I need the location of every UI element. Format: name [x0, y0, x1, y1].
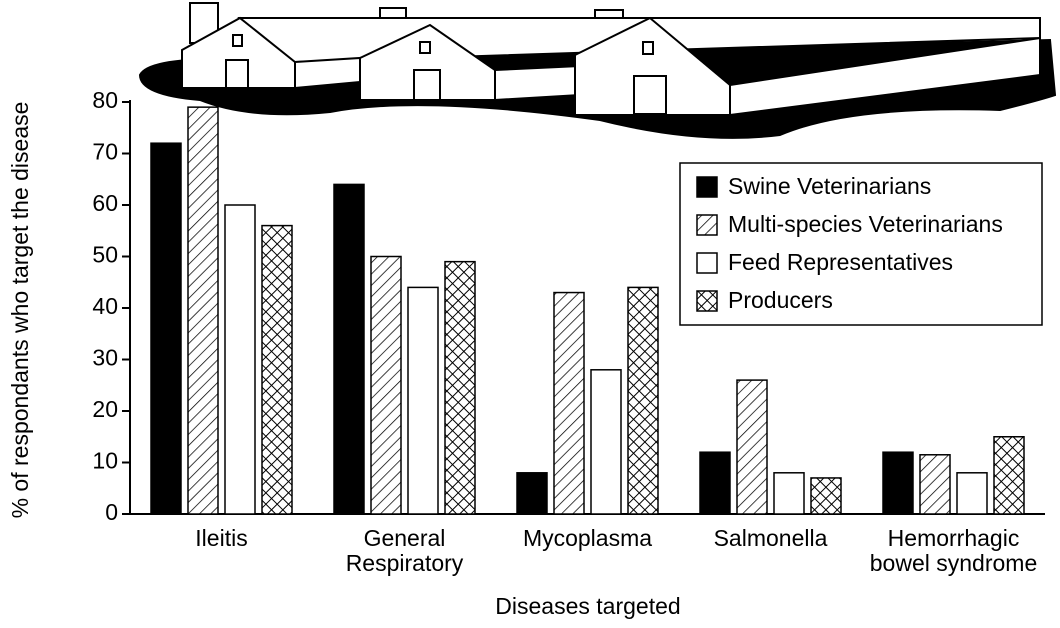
y-tick-label: 60	[92, 190, 118, 216]
bar	[517, 473, 547, 514]
legend-label: Producers	[728, 287, 833, 313]
barn-illustration	[140, 3, 1055, 138]
y-tick-label: 10	[92, 448, 118, 474]
bar	[371, 257, 401, 515]
page: % of respondants who target the disease …	[0, 0, 1060, 628]
y-tick-label: 50	[92, 242, 118, 268]
y-tick-label: 20	[92, 396, 118, 422]
bar	[700, 452, 730, 514]
bar	[811, 478, 841, 514]
y-tick-label: 80	[92, 87, 118, 113]
x-tick-label: Hemorrhagic bowel syndrome	[869, 526, 1039, 576]
legend-swatch	[697, 177, 717, 197]
y-tick-label: 70	[92, 139, 118, 165]
y-tick-label: 0	[105, 499, 118, 525]
y-tick-label: 40	[92, 293, 118, 319]
x-tick-label: General Respiratory	[320, 526, 490, 576]
y-axis-label: % of respondants who target the disease	[7, 102, 33, 519]
bar	[225, 205, 255, 514]
bar	[262, 226, 292, 514]
x-tick-label: Ileitis	[137, 526, 307, 551]
legend-label: Feed Representatives	[728, 249, 953, 275]
bar	[920, 455, 950, 514]
bar	[554, 293, 584, 514]
legend-label: Swine Veterinarians	[728, 173, 931, 199]
bar	[737, 380, 767, 514]
bar	[591, 370, 621, 514]
bar	[151, 143, 181, 514]
bar	[334, 184, 364, 514]
bar	[957, 473, 987, 514]
bar	[408, 287, 438, 514]
x-axis-label: Diseases targeted	[495, 593, 680, 619]
legend-swatch	[697, 215, 717, 235]
x-tick-label: Salmonella	[686, 526, 856, 551]
y-tick-label: 30	[92, 345, 118, 371]
legend-swatch	[697, 253, 717, 273]
bar	[883, 452, 913, 514]
legend-label: Multi-species Veterinarians	[728, 211, 1003, 237]
x-tick-label: Mycoplasma	[503, 526, 673, 551]
bar	[188, 107, 218, 514]
bar	[445, 262, 475, 514]
bar	[994, 437, 1024, 514]
bar	[628, 287, 658, 514]
legend-swatch	[697, 291, 717, 311]
bar	[774, 473, 804, 514]
